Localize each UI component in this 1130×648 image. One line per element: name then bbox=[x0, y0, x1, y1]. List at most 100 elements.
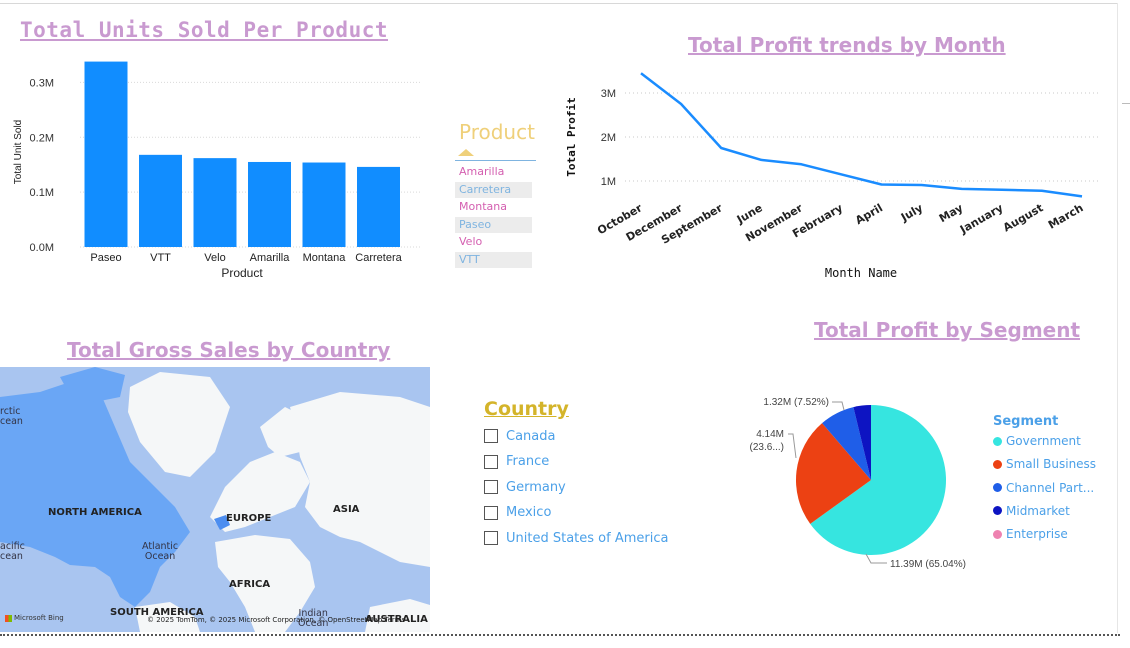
legend-label: Midmarket bbox=[1006, 503, 1070, 518]
product-slicer: Product Amarilla Carretera Montana Paseo Vel… bbox=[455, 120, 540, 280]
product-item-montana[interactable]: Montana bbox=[459, 200, 507, 214]
map-label-arctic: rctic cean bbox=[0, 406, 23, 427]
legend-item[interactable]: Channel Part... bbox=[993, 481, 1094, 495]
top-border bbox=[0, 3, 1118, 4]
bar-y-tick-label: 0.0M bbox=[30, 242, 54, 254]
bar-velo bbox=[193, 158, 237, 247]
line-x-axis-label: Month Name bbox=[825, 266, 897, 280]
product-item-vtt[interactable]: VTT bbox=[455, 252, 532, 268]
map-title: Total Gross Sales by Country bbox=[67, 338, 391, 362]
bar-x-tick-label: VTT bbox=[150, 252, 171, 264]
pie-leader-line bbox=[865, 553, 887, 564]
map-canvas bbox=[0, 367, 430, 632]
north-america-landmass bbox=[0, 382, 190, 607]
country-label: United States of America bbox=[506, 530, 669, 546]
australia-landmass bbox=[365, 599, 430, 632]
bar-y-axis-label: Total Unit Sold bbox=[13, 120, 24, 184]
country-item-germany[interactable]: Germany bbox=[484, 478, 566, 496]
legend-label: Government bbox=[1006, 434, 1081, 448]
legend-label: Channel Part... bbox=[1006, 480, 1095, 495]
legend-item[interactable]: Small Business bbox=[993, 457, 1096, 471]
bar-vtt bbox=[139, 154, 182, 247]
line-x-tick-label: April bbox=[853, 201, 885, 227]
country-item-france[interactable]: France bbox=[484, 453, 549, 471]
checkbox[interactable] bbox=[484, 531, 498, 545]
country-item-mexico[interactable]: Mexico bbox=[484, 504, 551, 522]
product-item-velo[interactable]: Velo bbox=[459, 235, 483, 249]
arctic-islands bbox=[60, 367, 125, 402]
checkbox[interactable] bbox=[484, 480, 498, 494]
sort-arrow-icon[interactable] bbox=[458, 149, 474, 156]
map-label-south-america: SOUTH AMERICA bbox=[110, 607, 204, 618]
bar-carretera bbox=[357, 166, 400, 247]
bottom-dotted-border bbox=[0, 634, 1120, 636]
pie-slice-government bbox=[810, 405, 947, 555]
bar-amarilla bbox=[248, 161, 291, 247]
product-slicer-list: Amarilla Carretera Montana Paseo Velo VTT bbox=[455, 164, 540, 274]
product-item-amarilla[interactable]: Amarilla bbox=[459, 165, 505, 178]
pie-legend: Segment Government Small Business Channel … bbox=[993, 414, 1118, 549]
legend-dot-icon bbox=[993, 506, 1002, 516]
bar-x-tick-label: Velo bbox=[204, 252, 225, 264]
asia-landmass bbox=[290, 392, 430, 567]
line-y-tick-label: 1M bbox=[601, 176, 616, 188]
map-label-australia: AUSTRALIA bbox=[365, 614, 428, 625]
map-label-europe: EUROPE bbox=[226, 513, 272, 524]
line-y-tick-label: 2M bbox=[601, 132, 616, 144]
pie-chart-title: Total Profit by Segment bbox=[814, 318, 1081, 342]
scroll-edge bbox=[1122, 103, 1130, 104]
country-item-united-states-of-america[interactable]: United States of America bbox=[484, 529, 668, 547]
product-item-carretera[interactable]: Carretera bbox=[455, 181, 532, 198]
pie-data-label: 11.39M (65.04%) bbox=[890, 559, 966, 570]
product-slicer-divider bbox=[455, 160, 536, 161]
line-y-axis-label: Total Profit bbox=[565, 97, 578, 176]
bar-x-tick-label: Montana bbox=[303, 252, 347, 264]
map-attribution[interactable]: © 2025 TomTom, © 2025 Microsoft Corporat… bbox=[147, 616, 406, 624]
legend-item[interactable]: Government bbox=[993, 434, 1081, 448]
pie-slice-small-business bbox=[795, 423, 871, 524]
checkbox[interactable] bbox=[484, 454, 498, 469]
pie-leader-line bbox=[788, 433, 797, 459]
legend-list: Government Small Business Channel Part... M… bbox=[993, 434, 1118, 549]
legend-item[interactable]: Midmarket bbox=[993, 504, 1070, 518]
bar-chart-title: Total Units Sold Per Product bbox=[20, 18, 389, 42]
south-america-landmass bbox=[135, 602, 200, 632]
product-slicer-title: Product bbox=[459, 120, 535, 144]
legend-dot-icon bbox=[993, 529, 1002, 539]
product-item-paseo[interactable]: Paseo bbox=[455, 216, 532, 233]
map-visual[interactable]: rctic cean acific cean NORTH AMERICA Atl… bbox=[0, 367, 430, 632]
line-x-tick-label: March bbox=[1046, 201, 1086, 231]
country-label: Germany bbox=[506, 479, 566, 495]
line-chart-title: Total Profit trends by Month bbox=[688, 33, 1006, 57]
line-x-tick-label: August bbox=[1001, 201, 1045, 234]
pie-data-label: 1.32M (7.52%) bbox=[763, 397, 829, 408]
line-x-tick-label: January bbox=[957, 201, 1005, 236]
bar-paseo bbox=[84, 61, 128, 247]
legend-item[interactable]: Enterprise bbox=[993, 527, 1068, 541]
greenland-landmass bbox=[128, 372, 230, 477]
map-label-africa: AFRICA bbox=[229, 579, 271, 590]
pie-data-label: 4.14M bbox=[756, 429, 784, 440]
map-label-pacific: acific cean bbox=[0, 541, 25, 562]
country-label: Mexico bbox=[506, 505, 552, 520]
checkbox[interactable] bbox=[484, 505, 498, 520]
africa-landmass bbox=[215, 535, 315, 632]
france-highlight bbox=[214, 515, 230, 530]
bing-logo: Microsoft Bing bbox=[5, 614, 64, 622]
pie-slice-channel-partners bbox=[822, 407, 871, 480]
bar-montana bbox=[302, 162, 346, 247]
legend-dot-icon bbox=[993, 483, 1002, 493]
bar-x-tick-label: Carretera bbox=[355, 252, 402, 264]
legend-title: Segment bbox=[993, 414, 1059, 429]
bar-x-tick-label: Amarilla bbox=[250, 252, 291, 264]
bar-x-axis-label: Product bbox=[221, 266, 263, 280]
pie-leader-line bbox=[832, 401, 845, 411]
map-label-atlantic: Atlantic Ocean bbox=[142, 541, 179, 562]
right-border bbox=[1117, 3, 1118, 633]
europe-landmass bbox=[210, 452, 310, 532]
bing-label: Microsoft Bing bbox=[14, 614, 64, 622]
pie-chart: 11.39M (65.04%) 4.14M (23.6...) 1.32M (7.52… bbox=[750, 397, 966, 570]
country-list: Canada France Germany Mexico United States o… bbox=[484, 427, 684, 547]
checkbox[interactable] bbox=[484, 429, 498, 443]
country-item-canada[interactable]: Canada bbox=[484, 427, 555, 445]
